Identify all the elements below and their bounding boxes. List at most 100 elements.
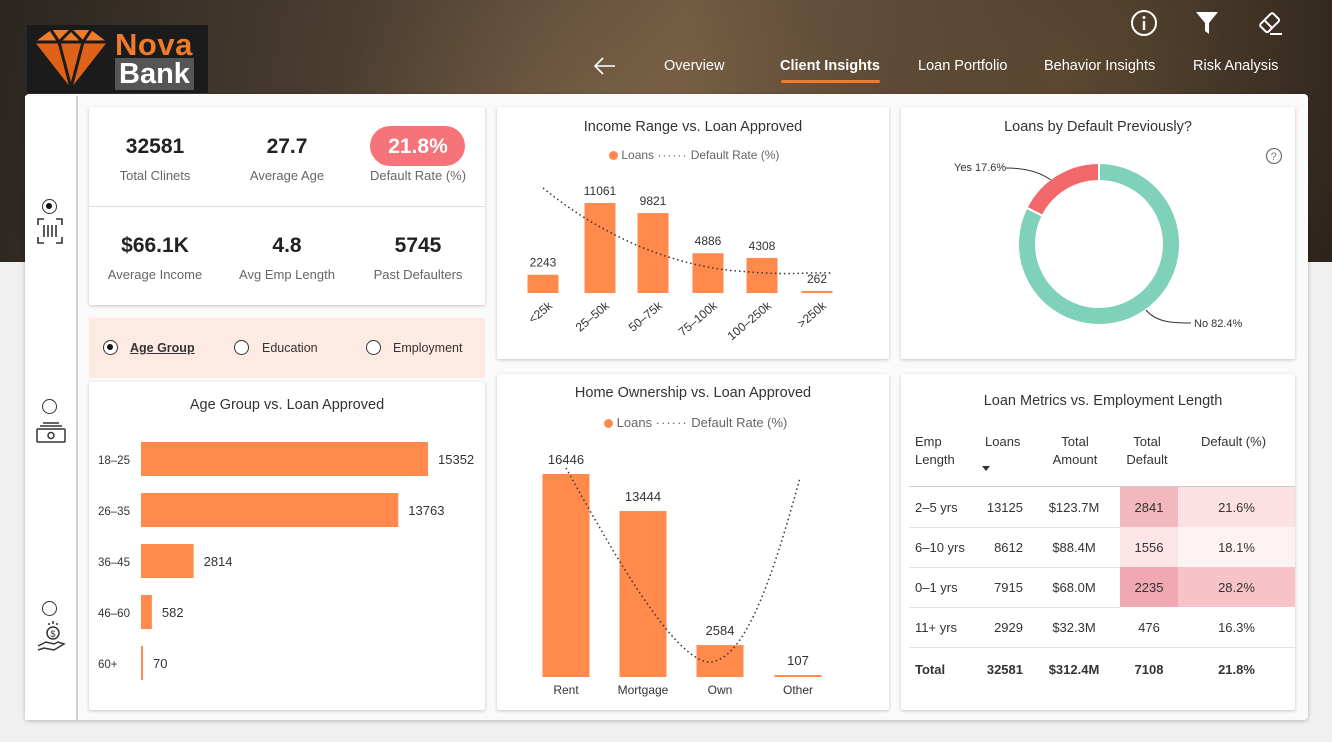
heat-cell-bg <box>1178 527 1295 567</box>
kpi-past-defaulters-value: 5745 <box>394 234 442 257</box>
age-bar <box>141 493 399 527</box>
age-group-chart: 15352 18–25 13763 26–35 2814 36–45 582 46–60 70 6… <box>98 442 474 680</box>
filter-icon[interactable] <box>1192 8 1222 38</box>
age-tick-label: 18–25 <box>98 455 130 467</box>
view-radio-finance[interactable] <box>42 399 57 414</box>
income-bar-label: 4308 <box>749 239 776 253</box>
table-row-emp-length: 6–10 yrs <box>915 540 965 555</box>
slicer-option-age-group[interactable]: Age Group <box>130 341 195 355</box>
legend-loans-dot <box>604 419 613 429</box>
back-arrow-icon[interactable] <box>590 51 620 81</box>
age-tick-label: 60+ <box>98 659 118 671</box>
heat-cell-bg <box>1120 567 1178 607</box>
heat-cell-bg <box>1120 487 1178 527</box>
income-chart: 2243 <25k 11061 25–50k 9821 50–75k 4886 75–100k… <box>526 184 833 343</box>
home-ownership-chart-title: Home Ownership vs. Loan Approved <box>574 385 812 401</box>
home-tick-label: Rent <box>553 683 579 697</box>
brand-name-top: Nova <box>115 27 193 62</box>
home-default-rate-line <box>565 467 801 663</box>
active-tab-indicator <box>781 80 880 83</box>
home-bar <box>696 645 744 677</box>
income-bar-label: 262 <box>807 272 827 286</box>
table-header: Default (%) <box>1201 434 1267 449</box>
table-header-divider <box>909 486 1295 487</box>
donut-slice <box>1025 161 1100 218</box>
income-chart-title: Income Range vs. Loan Approved <box>583 119 803 135</box>
tab-client-insights[interactable]: Client Insights <box>780 58 880 74</box>
income-chart-card <box>497 107 889 359</box>
legend-loans-dot <box>609 151 618 161</box>
income-tick-label: <25k <box>526 298 556 326</box>
income-bar-label: 11061 <box>584 184 617 198</box>
slicer-option-employment[interactable]: Employment <box>393 341 463 355</box>
slicer-radio-education[interactable] <box>234 340 249 355</box>
kpi-default-rate-label: Default Rate (%) <box>369 168 467 183</box>
income-bar-label: 4886 <box>695 234 722 248</box>
donut-slice <box>1017 161 1181 326</box>
emp-length-table: Emp Length Loans Total Amount Total Default… <box>901 420 1295 700</box>
legend-default-rate-label: Default Rate (%) <box>691 415 788 430</box>
table-row-default-pct: 21.6% <box>1218 500 1255 515</box>
default-rate-pill <box>370 126 465 166</box>
donut-label-yes: Yes 17.6% <box>954 162 1006 174</box>
slicer-radio-age-group[interactable] <box>103 340 118 355</box>
table-total-label: Total <box>915 662 946 677</box>
table-header: Total Amount <box>1052 434 1098 467</box>
tab-loan-portfolio[interactable]: Loan Portfolio <box>918 58 1008 74</box>
eraser-icon[interactable] <box>1255 8 1285 38</box>
table-row-divider <box>909 647 1295 648</box>
table-total-amount: $312.4M <box>1048 662 1100 677</box>
income-bar <box>527 274 559 293</box>
kpi-past-defaulters-label: Past Defaulters <box>373 267 463 282</box>
view-radio-loans[interactable] <box>42 601 57 616</box>
table-row-amount: $123.7M <box>1048 500 1100 515</box>
brand-name-bottom: Bank <box>115 58 194 90</box>
income-tick-label: 100–250k <box>725 298 775 343</box>
donut-leader-no <box>1145 309 1192 324</box>
tab-behavior-insights[interactable]: Behavior Insights <box>1044 58 1156 74</box>
table-row-default-pct: 16.3% <box>1218 620 1255 635</box>
diamond-logo-icon <box>35 28 107 90</box>
kpi-default-rate-value: 21.8% <box>388 135 448 158</box>
emp-table-title: Loan Metrics vs. Employment Length <box>983 393 1223 409</box>
home-bar <box>542 474 590 677</box>
slicer-option-education[interactable]: Education <box>262 341 318 355</box>
info-icon[interactable] <box>1129 8 1159 38</box>
age-bar <box>141 646 143 680</box>
nova-bank-logo: Nova Bank <box>27 25 208 93</box>
age-tick-label: 26–35 <box>98 506 130 518</box>
tab-overview[interactable]: Overview <box>664 58 725 74</box>
home-bar-label: 2584 <box>706 623 735 638</box>
table-row-divider <box>909 527 1295 528</box>
income-bar <box>637 213 669 293</box>
home-tick-label: Own <box>708 683 733 697</box>
table-row-amount: $32.3M <box>1052 620 1096 635</box>
view-radio-demographics[interactable] <box>42 199 57 214</box>
age-bar <box>141 544 194 578</box>
age-group-chart-title: Age Group vs. Loan Approved <box>189 397 385 413</box>
legend-dotted-line: ······ <box>655 415 688 430</box>
money-hand-icon: $ <box>36 620 68 659</box>
tab-risk-analysis[interactable]: Risk Analysis <box>1193 58 1279 74</box>
slicer-radio-employment[interactable] <box>366 340 381 355</box>
legend-loans-label: Loans <box>616 415 653 430</box>
age-bar-label: 15352 <box>438 452 474 467</box>
home-bar <box>774 675 822 677</box>
table-row-emp-length: 0–1 yrs <box>915 580 958 595</box>
table-header: Emp Length <box>915 434 955 467</box>
table-row-loans: 7915 <box>994 580 1023 595</box>
help-icon[interactable]: ? <box>1265 147 1283 170</box>
sort-desc-icon[interactable] <box>982 466 990 471</box>
home-tick-label: Other <box>783 683 813 697</box>
table-total-default-pct: 21.8% <box>1218 662 1255 677</box>
income-bar-label: 9821 <box>640 194 667 208</box>
kpi-average-age-label: Average Age <box>249 168 325 183</box>
table-row-amount: $68.0M <box>1052 580 1096 595</box>
heat-cell-bg <box>1120 607 1178 647</box>
age-bar-label: 582 <box>162 605 184 620</box>
table-row-default: 2841 <box>1134 500 1164 515</box>
table-header: Loans <box>985 434 1021 449</box>
home-bar <box>619 511 667 677</box>
age-bar-label: 70 <box>153 656 167 671</box>
default-donut-chart: No 82.4% Yes 17.6% <box>954 161 1243 330</box>
